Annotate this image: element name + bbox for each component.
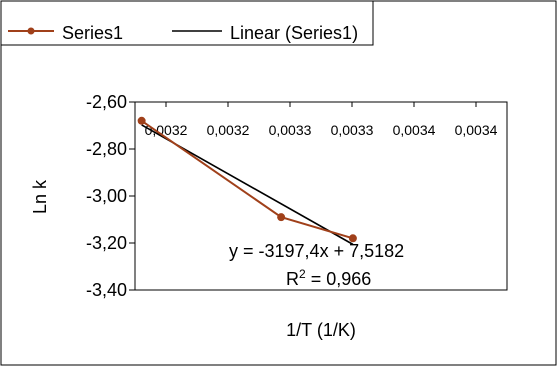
r-squared-superscript: 2 [299, 267, 306, 281]
y-axis-title: Ln k [30, 179, 50, 214]
y-tick-label: -2,60 [86, 92, 127, 112]
legend-series1-label: Series1 [62, 23, 123, 43]
x-axis-ticks: 0,0032 0,0032 0,0033 0,0033 0,0034 0,0034 [145, 102, 498, 138]
x-axis-title: 1/T (1/K) [286, 320, 356, 340]
x-tick-label: 0,0033 [331, 122, 374, 138]
y-tick-label: -3,00 [86, 186, 127, 206]
x-tick-label: 0,0034 [393, 122, 436, 138]
r-squared-value: = 0,966 [306, 269, 372, 289]
y-tick-label: -3,20 [86, 233, 127, 253]
trendline-equation: y = -3197,4x + 7,5182 [229, 241, 404, 261]
legend-series1-marker [27, 27, 35, 35]
r-squared-label: R2 = 0,966 [286, 267, 371, 289]
series1-point [277, 213, 286, 222]
x-tick-label: 0,0034 [455, 122, 498, 138]
y-axis-ticks: -2,60 -2,80 -3,00 -3,20 -3,40 [86, 92, 135, 300]
series-layer [137, 116, 357, 246]
y-tick-label: -3,40 [86, 280, 127, 300]
x-tick-label: 0,0032 [207, 122, 250, 138]
legend-trendline-label: Linear (Series1) [230, 23, 358, 43]
legend-box [0, 0, 374, 46]
legend: Series1 Linear (Series1) [0, 0, 374, 46]
series1-point [137, 116, 146, 125]
y-tick-label: -2,80 [86, 139, 127, 159]
plot-area-border [134, 101, 508, 291]
r-squared-prefix: R [286, 269, 299, 289]
series1-point [348, 234, 357, 243]
x-tick-label: 0,0032 [145, 122, 188, 138]
x-tick-label: 0,0033 [269, 122, 312, 138]
